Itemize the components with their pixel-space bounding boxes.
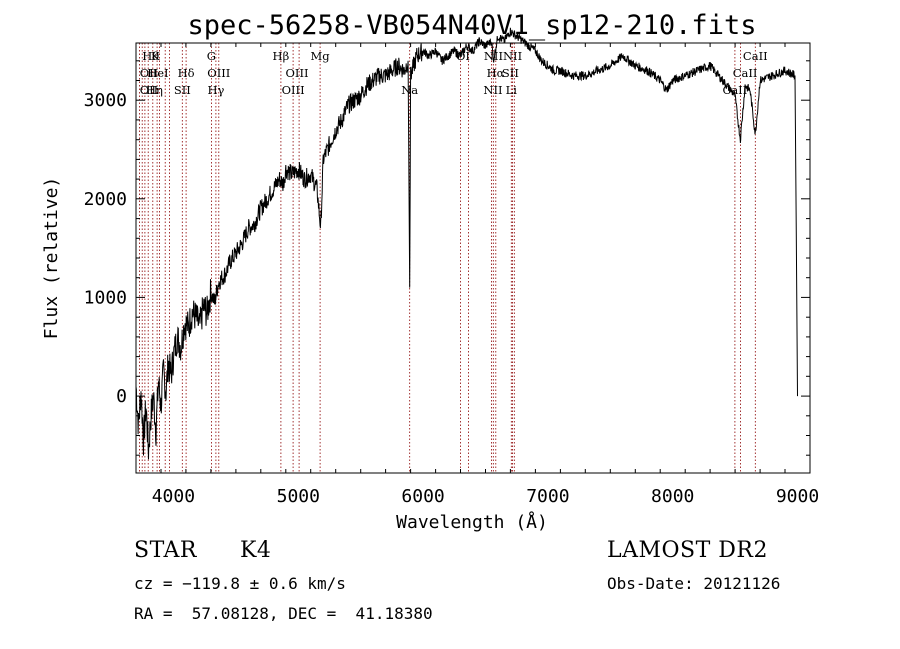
x-tick-label: 5000: [277, 486, 320, 507]
line-annotation: G: [207, 49, 216, 63]
y-tick-label: 0: [116, 386, 127, 407]
subclass: K4: [240, 538, 272, 563]
line-annotation: SII: [174, 83, 191, 97]
line-annotation: Hδ: [178, 66, 195, 80]
line-annotation: OII: [140, 83, 159, 97]
line-annotation: Li: [506, 83, 518, 97]
line-annotation: Hθ: [142, 49, 159, 63]
x-axis-label: Wavelength (Å): [396, 511, 548, 533]
obs-date: Obs-Date: 20121126: [607, 574, 781, 593]
line-annotation: OIII: [282, 83, 305, 97]
line-annotation: OII: [140, 66, 159, 80]
y-axis: 0 1000 2000 3000: [84, 60, 810, 456]
line-annotation: Hβ: [273, 49, 290, 63]
x-axis: 4000 5000 6000 7000 8000 9000: [135, 43, 819, 507]
y-tick-label: 1000: [84, 287, 127, 308]
line-annotation: Na: [401, 83, 418, 97]
line-annotation: HeI: [147, 66, 168, 80]
x-tick-label: 8000: [651, 486, 694, 507]
line-annotation: CaII: [743, 49, 768, 63]
line-annotation: Hη: [146, 83, 163, 97]
object-type: STAR: [134, 538, 197, 563]
line-annotation: Mg: [311, 49, 331, 63]
line-annotation: OI: [456, 49, 470, 63]
coordinates: RA = 57.08128, DEC = 41.18380: [134, 604, 433, 623]
x-tick-label: 9000: [776, 486, 819, 507]
line-annotation: OIII: [285, 66, 308, 80]
spectrum-series: [135, 27, 798, 460]
line-annotation: NIINII: [484, 49, 522, 63]
line-annotation: CaII: [733, 66, 758, 80]
y-tick-label: 3000: [84, 90, 127, 111]
x-tick-label: 6000: [401, 486, 444, 507]
survey-name: LAMOST DR2: [607, 538, 768, 563]
line-annotation: OIII: [207, 66, 230, 80]
redshift-text: cz = −119.8 ± 0.6 km/s: [134, 574, 346, 593]
line-annotation: NII: [483, 83, 502, 97]
line-annotation: K: [151, 49, 160, 63]
y-axis-label: Flux (relative): [41, 177, 62, 340]
line-annotation: Hα: [487, 66, 505, 80]
line-annotation: SII: [502, 66, 519, 80]
x-tick-label: 4000: [152, 486, 195, 507]
line-annotation: Hγ: [207, 83, 224, 97]
chart-title: spec-56258-VB054N40V1_sp12-210.fits: [188, 10, 757, 41]
spectral-line-markers: [138, 43, 756, 473]
y-tick-label: 2000: [84, 189, 127, 210]
line-annotation: CaII: [723, 83, 748, 97]
spectrum-line: [135, 27, 798, 460]
x-tick-label: 7000: [526, 486, 569, 507]
